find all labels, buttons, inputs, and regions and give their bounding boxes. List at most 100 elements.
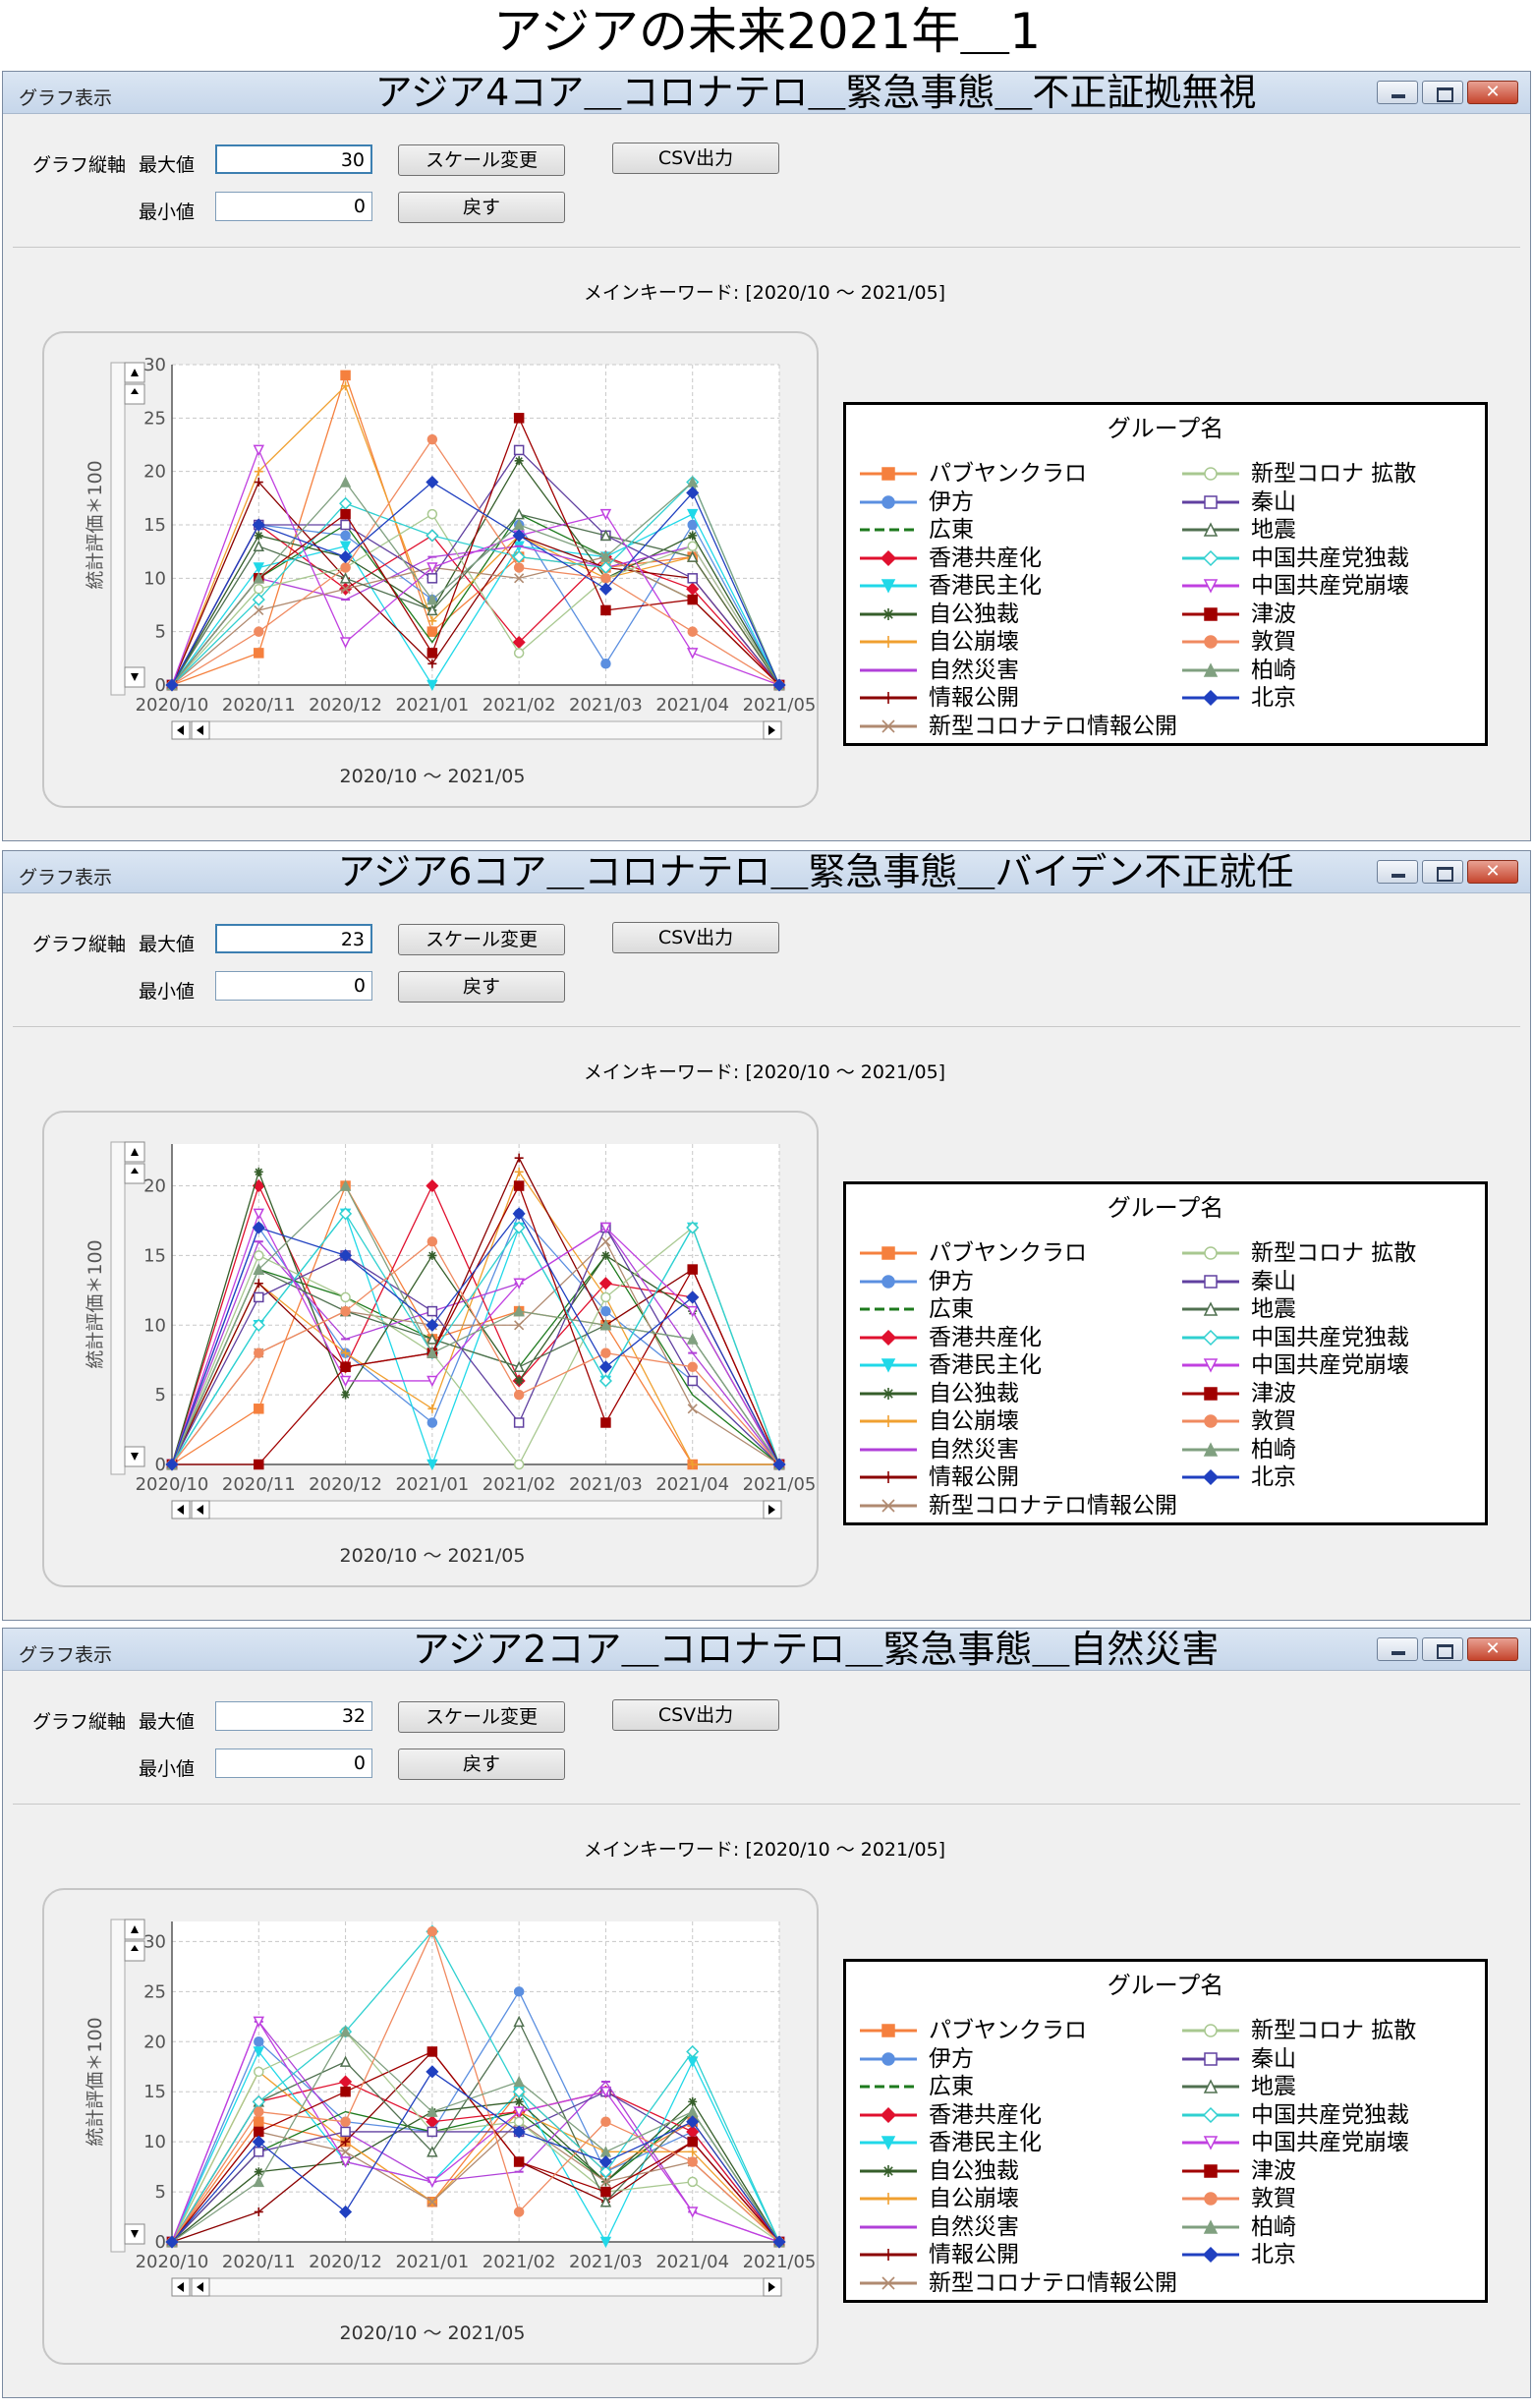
series-line-11 [171,2091,780,2243]
data-point-12-3 [426,1333,438,1345]
y-tick-label: 30 [143,1931,166,1952]
data-point-1-2 [340,530,351,542]
series-line-16 [171,1240,780,1465]
maximize-button[interactable] [1422,860,1463,884]
legend-label: 柏崎 [1251,2213,1296,2240]
data-point-16-1 [254,626,264,637]
y-tick-label: 30 [143,355,166,375]
maximize-button[interactable] [1422,1637,1463,1661]
close-button[interactable]: ✕ [1467,81,1518,104]
legend-swatch [1182,1274,1239,1289]
max-value-input[interactable]: 30 [215,144,372,174]
y-tick-label: 0 [155,1455,166,1475]
legend-label: 広東 [929,2074,974,2099]
data-point-14-1 [253,444,264,457]
arrow-down-icon [131,673,139,681]
y-axis-label: 統計評価＊100 [85,1239,106,1368]
data-point-17-3 [426,2105,438,2117]
csv-export-button[interactable]: CSV出力 [612,143,779,174]
data-point-0-2 [340,370,351,381]
min-value-input[interactable]: 0 [215,1749,372,1778]
legend-label: 広東 [929,517,974,543]
x-tick-label: 2020/11 [222,2252,296,2272]
minimize-button[interactable] [1377,81,1418,104]
legend-swatch [860,1498,917,1513]
maximize-button[interactable] [1422,81,1463,104]
data-point-12-3 [426,2146,438,2157]
scale-change-button[interactable]: スケール変更 [398,924,565,955]
close-button[interactable]: ✕ [1467,1637,1518,1661]
minimize-icon [1392,874,1405,878]
legend-marker [1202,1329,1220,1346]
max-value-input[interactable]: 32 [215,1701,372,1731]
minimize-icon [1392,1651,1405,1655]
data-point-5-3 [427,1250,437,1260]
x-axis-label: 2020/10 ～ 2021/05 [339,1545,526,1567]
legend-marker [1204,2051,1218,2066]
data-point-16-6 [687,1361,698,1373]
horizontal-scrollbar[interactable] [171,720,782,740]
series-line-8 [171,1156,780,1465]
legend-title: グループ名 [1107,1972,1224,1999]
legend-marker [1203,579,1219,594]
data-point-13-1 [252,1318,265,1332]
series-line-13 [171,1212,780,1465]
scale-change-button[interactable]: スケール変更 [398,144,565,176]
legend-swatch [860,2106,917,2123]
legend: グループ名 パブヤンクラロ 伊方 広東 香港共産化 香港民主化 自公独裁 自公崩壊 自然災害 情報… [843,402,1488,746]
data-point-15-4 [513,413,525,424]
min-value-input[interactable]: 0 [215,192,372,221]
data-point-9-4 [514,573,525,584]
legend-marker [881,579,896,594]
data-point-5-2 [341,1390,351,1400]
data-point-18-2 [339,2205,353,2218]
data-point-8-1 [254,478,263,487]
arrow-left-icon [197,1505,203,1515]
data-point-9-4 [514,1320,525,1331]
horizontal-scrollbar[interactable] [171,1500,782,1519]
legend-marker [1204,635,1218,649]
legend-label: 北京 [1251,685,1296,711]
csv-export-button[interactable]: CSV出力 [612,922,779,953]
max-value-input[interactable]: 23 [215,924,372,953]
x-axis-label: 2020/10 ～ 2021/05 [339,766,526,787]
line-chart: 0 5 10 15 20 25 30 2020/10 2020/11 2020/12 2021/01… [85,355,816,740]
window-controls: ✕ [1377,1637,1518,1663]
reset-button[interactable]: 戻す [398,971,565,1003]
horizontal-scrollbar[interactable] [171,2277,782,2297]
legend-label: 伊方 [929,1268,974,1294]
data-point-10-3 [426,508,438,520]
chart-panel: 0 5 10 15 20 25 30 2020/10 2020/11 2020/12 2021/01… [42,1888,819,2365]
maximize-icon [1437,867,1453,882]
data-point-3-4 [512,635,526,650]
data-point-18-0 [165,678,179,692]
data-point-4-2 [339,541,352,552]
min-value-input[interactable]: 0 [215,971,372,1001]
csv-export-button[interactable]: CSV出力 [612,1699,779,1731]
vertical-scrollbar[interactable] [110,1141,126,1475]
data-point-17-5 [599,550,612,562]
series-line-17 [171,2031,780,2243]
y-tick-label: 20 [143,2032,166,2052]
vertical-scrollbar[interactable] [110,1919,126,2253]
reset-button[interactable]: 戻す [398,192,565,223]
scale-change-button[interactable]: スケール変更 [398,1701,565,1733]
reset-button[interactable]: 戻す [398,1749,565,1780]
data-point-16-2 [340,2116,351,2127]
legend-marker [1204,2024,1218,2037]
data-point-11-1 [254,1291,264,1303]
data-point-13-5 [598,560,612,575]
data-point-9-3 [426,2197,437,2207]
legend-swatch [1182,549,1239,566]
vertical-scrollbar[interactable] [110,362,126,696]
minimize-button[interactable] [1377,1637,1418,1661]
data-point-17-2 [339,476,352,487]
data-point-13-4 [512,1221,526,1234]
data-point-14-5 [599,2086,612,2098]
legend-marker [1202,2106,1220,2123]
legend-label: 香港民主化 [929,573,1042,599]
close-button[interactable]: ✕ [1467,860,1518,884]
legend-swatch [860,1329,917,1346]
minimize-icon [1392,94,1405,98]
minimize-button[interactable] [1377,860,1418,884]
